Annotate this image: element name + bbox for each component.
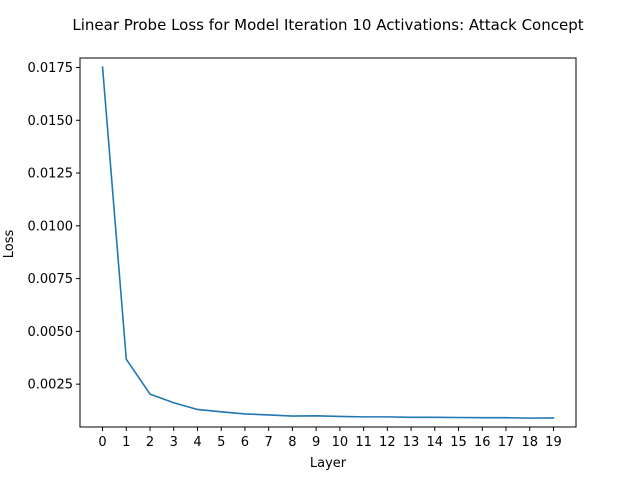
series-group bbox=[101, 66, 555, 419]
y-tick-label: 0.0025 bbox=[28, 378, 74, 393]
x-tick-label: 13 bbox=[403, 435, 420, 450]
y-tick-label: 0.0125 bbox=[28, 167, 74, 182]
x-tick-label: 2 bbox=[146, 435, 154, 450]
x-tick-label: 6 bbox=[241, 435, 249, 450]
x-tick-label: 1 bbox=[122, 435, 130, 450]
x-axis-label: Layer bbox=[310, 456, 347, 471]
x-tick-label: 5 bbox=[217, 435, 225, 450]
x-axis: 0 1 2 3 4 5 6 7 8 9 10 11 12 13 14 15 16 17 18 19 bbox=[98, 427, 562, 450]
x-tick-label: 12 bbox=[379, 435, 396, 450]
x-tick-label: 18 bbox=[521, 435, 538, 450]
x-tick-label: 14 bbox=[427, 435, 444, 450]
x-tick-label: 11 bbox=[355, 435, 372, 450]
x-tick-label: 8 bbox=[288, 435, 296, 450]
x-tick-label: 17 bbox=[498, 435, 515, 450]
x-tick-label: 3 bbox=[170, 435, 178, 450]
plot-area bbox=[80, 58, 576, 427]
x-tick-label: 15 bbox=[450, 435, 467, 450]
y-axis-label: Loss bbox=[2, 230, 17, 259]
y-axis: 0.0025 0.0050 0.0075 0.0100 0.0125 0.0150 0.01… bbox=[28, 61, 80, 393]
y-tick-label: 0.0100 bbox=[28, 219, 74, 234]
chart-title: Linear Probe Loss for Model Iteration 10… bbox=[72, 16, 583, 34]
loss-series-line bbox=[101, 66, 555, 419]
y-tick-label: 0.0075 bbox=[28, 272, 74, 287]
x-tick-label: 4 bbox=[193, 435, 201, 450]
x-tick-label: 10 bbox=[332, 435, 349, 450]
x-tick-label: 9 bbox=[312, 435, 320, 450]
y-tick-label: 0.0150 bbox=[28, 114, 74, 129]
plot-frame bbox=[79, 57, 577, 428]
x-tick-label: 0 bbox=[98, 435, 106, 450]
x-tick-label: 19 bbox=[545, 435, 562, 450]
x-tick-label: 16 bbox=[474, 435, 491, 450]
x-tick-label: 7 bbox=[265, 435, 273, 450]
y-tick-label: 0.0050 bbox=[28, 325, 74, 340]
y-tick-label: 0.0175 bbox=[28, 61, 74, 76]
